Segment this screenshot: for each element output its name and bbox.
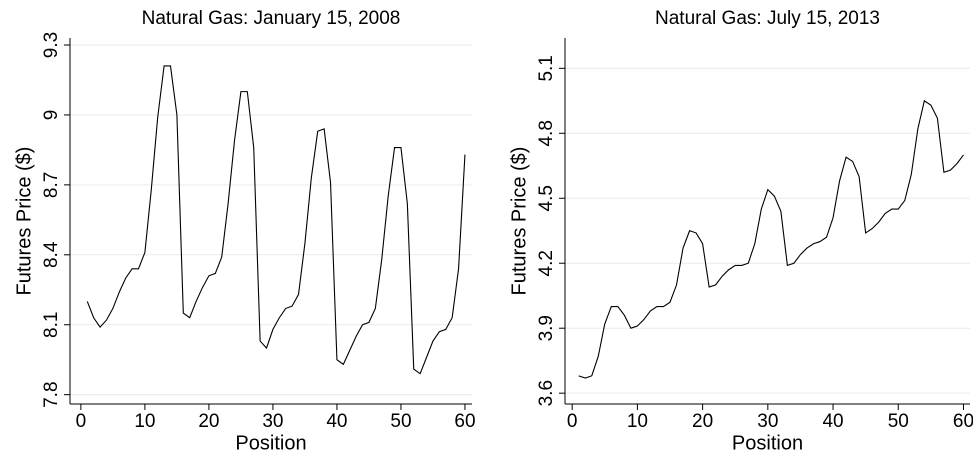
x-axis-label: Position — [732, 432, 803, 454]
x-tick-label: 20 — [198, 411, 219, 432]
chart-panel: Natural Gas: January 15, 2008 Position Fut… — [13, 8, 475, 454]
data-line — [578, 99, 964, 379]
x-tick-label: 60 — [454, 411, 475, 432]
y-tick-label: 5.1 — [536, 55, 557, 81]
y-tick-label: 7.8 — [41, 381, 62, 407]
x-tick-label: 40 — [326, 411, 347, 432]
x-tick-label: 30 — [262, 411, 283, 432]
x-axis-label: Position — [235, 432, 306, 454]
x-tick-label: 10 — [627, 411, 648, 432]
x-tick-label: 50 — [390, 411, 411, 432]
y-tick-label: 4.8 — [536, 120, 557, 146]
y-tick-label: 4.2 — [536, 250, 557, 276]
y-tick-label: 3.6 — [536, 380, 557, 406]
y-tick-label: 3.9 — [536, 315, 557, 341]
chart-title: Natural Gas: January 15, 2008 — [142, 8, 401, 29]
x-tick-label: 20 — [692, 411, 713, 432]
x-tick-label: 40 — [822, 411, 843, 432]
x-tick-label: 60 — [953, 411, 973, 432]
y-tick-label: 4.5 — [536, 185, 557, 211]
chart-panel: Natural Gas: July 15, 2013 Position Future… — [508, 8, 973, 454]
chart-title: Natural Gas: July 15, 2013 — [655, 8, 880, 29]
y-axis-label: Futures Price ($) — [508, 147, 530, 296]
y-tick-label: 8.7 — [41, 172, 62, 198]
x-tick-label: 0 — [567, 411, 578, 432]
x-tick-label: 0 — [76, 411, 87, 432]
x-tick-label: 10 — [134, 411, 155, 432]
y-tick-label: 8.4 — [41, 241, 62, 268]
x-tick-label: 50 — [888, 411, 909, 432]
y-tick-label: 9 — [41, 110, 62, 121]
y-tick-label: 9.3 — [41, 32, 62, 58]
x-tick-label: 30 — [757, 411, 778, 432]
data-line — [86, 65, 466, 375]
y-axis-label: Futures Price ($) — [13, 147, 35, 296]
y-tick-label: 8.1 — [41, 312, 62, 338]
